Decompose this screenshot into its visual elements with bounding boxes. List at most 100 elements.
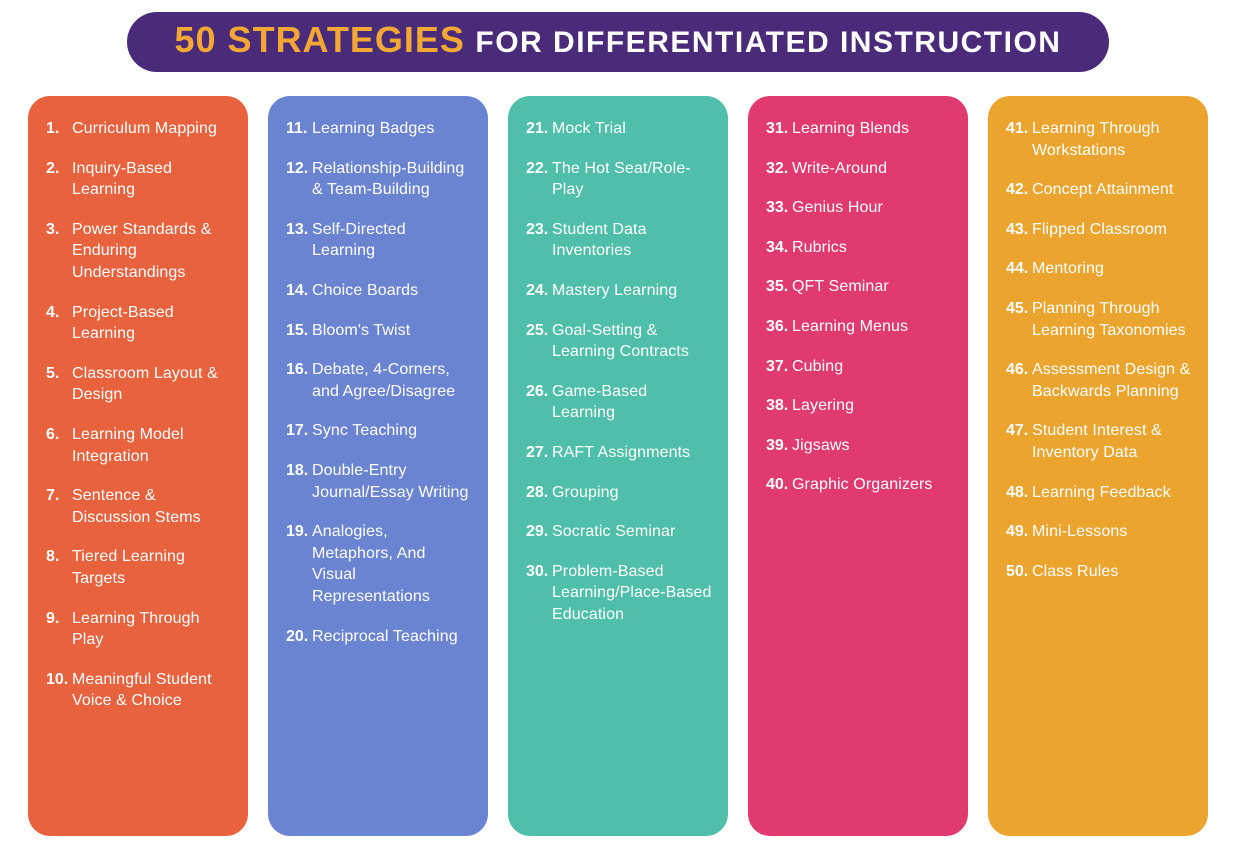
item-number: 23. — [526, 219, 552, 262]
list-item: 36.Learning Menus — [766, 316, 952, 338]
item-label: Meaningful Student Voice & Choice — [72, 669, 232, 712]
item-number: 30. — [526, 561, 552, 626]
list-item: 6.Learning Model Integration — [46, 424, 232, 467]
item-label: Student Interest & Inventory Data — [1032, 420, 1192, 463]
list-item: 37.Cubing — [766, 356, 952, 378]
list-item: 9.Learning Through Play — [46, 608, 232, 651]
item-label: Student Data Inventories — [552, 219, 712, 262]
strategy-column-2: 11.Learning Badges12.Relationship-Buildi… — [268, 96, 488, 836]
list-item: 5.Classroom Layout & Design — [46, 363, 232, 406]
item-label: Inquiry-Based Learning — [72, 158, 232, 201]
item-label: The Hot Seat/Role-Play — [552, 158, 712, 201]
list-item: 17.Sync Teaching — [286, 420, 472, 442]
list-item: 12.Relationship-Building & Team-Building — [286, 158, 472, 201]
list-item: 4.Project-Based Learning — [46, 302, 232, 345]
list-item: 34.Rubrics — [766, 237, 952, 259]
item-number: 15. — [286, 320, 312, 342]
item-number: 34. — [766, 237, 792, 259]
list-item: 22.The Hot Seat/Role-Play — [526, 158, 712, 201]
item-number: 36. — [766, 316, 792, 338]
item-label: Graphic Organizers — [792, 474, 933, 496]
item-number: 21. — [526, 118, 552, 140]
item-number: 49. — [1006, 521, 1032, 543]
list-item: 8.Tiered Learning Targets — [46, 546, 232, 589]
list-item: 32.Write-Around — [766, 158, 952, 180]
item-number: 33. — [766, 197, 792, 219]
list-item: 20.Reciprocal Teaching — [286, 626, 472, 648]
item-number: 44. — [1006, 258, 1032, 280]
item-label: Learning Blends — [792, 118, 909, 140]
list-item: 25.Goal-Setting & Learning Contracts — [526, 320, 712, 363]
list-item: 3.Power Standards & Enduring Understandi… — [46, 219, 232, 284]
item-number: 47. — [1006, 420, 1032, 463]
item-label: Sentence & Discussion Stems — [72, 485, 232, 528]
list-item: 18.Double-Entry Journal/Essay Writing — [286, 460, 472, 503]
strategy-column-4: 31.Learning Blends 32.Write-Around 33.Geni… — [748, 96, 968, 836]
list-item: 49.Mini-Lessons — [1006, 521, 1192, 543]
item-number: 26. — [526, 381, 552, 424]
list-item: 35.QFT Seminar — [766, 276, 952, 298]
item-label: Cubing — [792, 356, 843, 378]
item-label: Mastery Learning — [552, 280, 677, 302]
list-item: 46.Assessment Design & Backwards Plannin… — [1006, 359, 1192, 402]
item-number: 4. — [46, 302, 72, 345]
item-label: Planning Through Learning Taxonomies — [1032, 298, 1192, 341]
item-number: 10. — [46, 669, 72, 712]
item-label: Mini-Lessons — [1032, 521, 1127, 543]
item-number: 24. — [526, 280, 552, 302]
list-item: 40.Graphic Organizers — [766, 474, 952, 496]
item-number: 28. — [526, 482, 552, 504]
list-item: 33.Genius Hour — [766, 197, 952, 219]
item-label: Choice Boards — [312, 280, 418, 302]
list-item: 48.Learning Feedback — [1006, 482, 1192, 504]
item-number: 46. — [1006, 359, 1032, 402]
item-label: Sync Teaching — [312, 420, 417, 442]
item-label: Tiered Learning Targets — [72, 546, 232, 589]
item-number: 27. — [526, 442, 552, 464]
item-number: 8. — [46, 546, 72, 589]
item-number: 25. — [526, 320, 552, 363]
item-number: 40. — [766, 474, 792, 496]
item-label: Assessment Design & Backwards Planning — [1032, 359, 1192, 402]
item-number: 31. — [766, 118, 792, 140]
list-item: 39.Jigsaws — [766, 435, 952, 457]
list-item: 1.Curriculum Mapping — [46, 118, 232, 140]
item-number: 43. — [1006, 219, 1032, 241]
list-item: 21.Mock Trial — [526, 118, 712, 140]
item-label: Learning Badges — [312, 118, 434, 140]
page-title-pill: 50 STRATEGIES FOR DIFFERENTIATED INSTRUC… — [127, 12, 1110, 72]
item-label: Learning Menus — [792, 316, 908, 338]
item-number: 14. — [286, 280, 312, 302]
item-number: 37. — [766, 356, 792, 378]
item-label: Mock Trial — [552, 118, 626, 140]
item-number: 42. — [1006, 179, 1032, 201]
columns-container: 1.Curriculum Mapping 2.Inquiry-Based Lear… — [28, 96, 1208, 836]
item-label: Problem-Based Learning/Place-Based Educa… — [552, 561, 712, 626]
item-number: 38. — [766, 395, 792, 417]
item-number: 35. — [766, 276, 792, 298]
list-item: 29.Socratic Seminar — [526, 521, 712, 543]
item-label: Analogies, Metaphors, And Visual Represe… — [312, 521, 472, 607]
list-item: 45.Planning Through Learning Taxonomies — [1006, 298, 1192, 341]
item-number: 19. — [286, 521, 312, 607]
item-label: Flipped Classroom — [1032, 219, 1167, 241]
item-number: 17. — [286, 420, 312, 442]
item-number: 3. — [46, 219, 72, 284]
item-label: Concept Attainment — [1032, 179, 1173, 201]
item-number: 2. — [46, 158, 72, 201]
item-label: Write-Around — [792, 158, 887, 180]
list-item: 23.Student Data Inventories — [526, 219, 712, 262]
item-label: Learning Feedback — [1032, 482, 1171, 504]
item-label: Game-Based Learning — [552, 381, 712, 424]
strategy-column-3: 21.Mock Trial22.The Hot Seat/Role-Play23… — [508, 96, 728, 836]
item-number: 39. — [766, 435, 792, 457]
item-number: 16. — [286, 359, 312, 402]
item-label: Class Rules — [1032, 561, 1118, 583]
item-number: 22. — [526, 158, 552, 201]
strategy-column-5: 41.Learning Through Workstations42.Conce… — [988, 96, 1208, 836]
item-label: Debate, 4-Corners, and Agree/Disagree — [312, 359, 472, 402]
item-number: 48. — [1006, 482, 1032, 504]
list-item: 42.Concept Attainment — [1006, 179, 1192, 201]
item-number: 12. — [286, 158, 312, 201]
item-number: 13. — [286, 219, 312, 262]
